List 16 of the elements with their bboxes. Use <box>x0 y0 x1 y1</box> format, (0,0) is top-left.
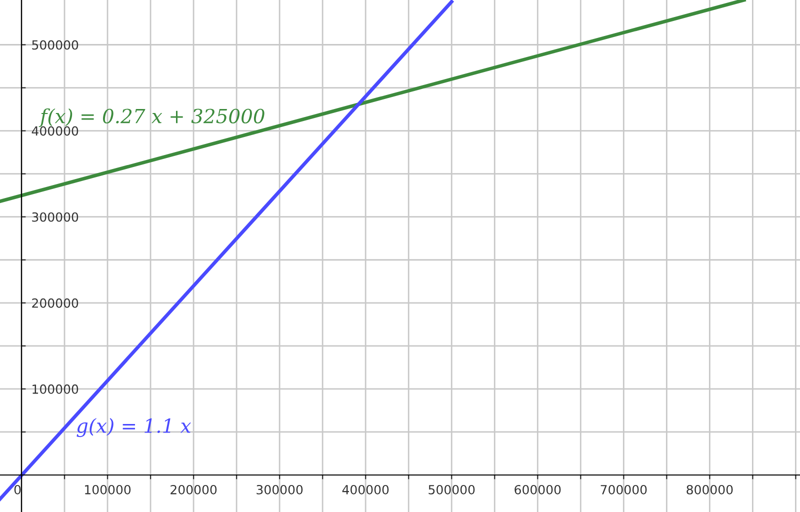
x-tick-label: 800000 <box>686 484 733 494</box>
y-tick-label: 500000 <box>32 40 78 50</box>
annotation: f(x) = 0.27 x + 325000 <box>38 108 264 128</box>
x-tick-label: 0 <box>14 484 21 494</box>
x-tick-label: 300000 <box>256 484 303 494</box>
x-tick-label: 500000 <box>428 484 475 494</box>
y-tick-label: 100000 <box>32 384 78 394</box>
x-tick-label: 700000 <box>600 484 647 494</box>
x-tick-label: 100000 <box>85 484 131 494</box>
x-tick-label: 400000 <box>342 484 389 494</box>
y-tick-label: 400000 <box>32 126 78 136</box>
annotation: g(x) = 1.1 x <box>76 418 192 438</box>
x-tick-label: 200000 <box>170 484 217 494</box>
x-tick-label: 600000 <box>514 484 561 494</box>
y-tick-label: 300000 <box>32 212 78 222</box>
y-tick-label: 200000 <box>32 298 78 308</box>
